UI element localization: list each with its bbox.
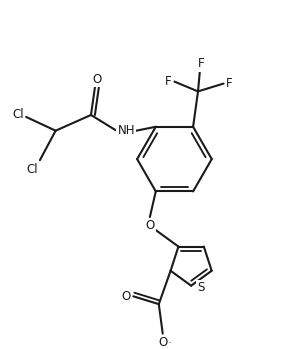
Text: F: F [198,58,204,70]
Text: F: F [165,75,172,88]
Text: Cl: Cl [12,107,24,120]
Text: F: F [226,77,233,90]
Text: O: O [145,219,155,232]
Text: O: O [158,336,167,349]
Text: NH: NH [118,124,135,137]
Text: O: O [122,290,131,303]
Text: Cl: Cl [26,163,38,177]
Text: S: S [197,281,205,294]
Text: O: O [92,73,101,86]
